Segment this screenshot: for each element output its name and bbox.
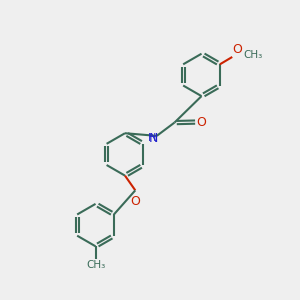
- Text: CH₃: CH₃: [243, 50, 263, 61]
- Text: O: O: [233, 44, 243, 56]
- Text: CH₃: CH₃: [86, 260, 105, 270]
- Text: O: O: [130, 195, 140, 208]
- Text: H: H: [148, 133, 156, 143]
- Text: O: O: [196, 116, 206, 128]
- Text: N: N: [149, 132, 158, 145]
